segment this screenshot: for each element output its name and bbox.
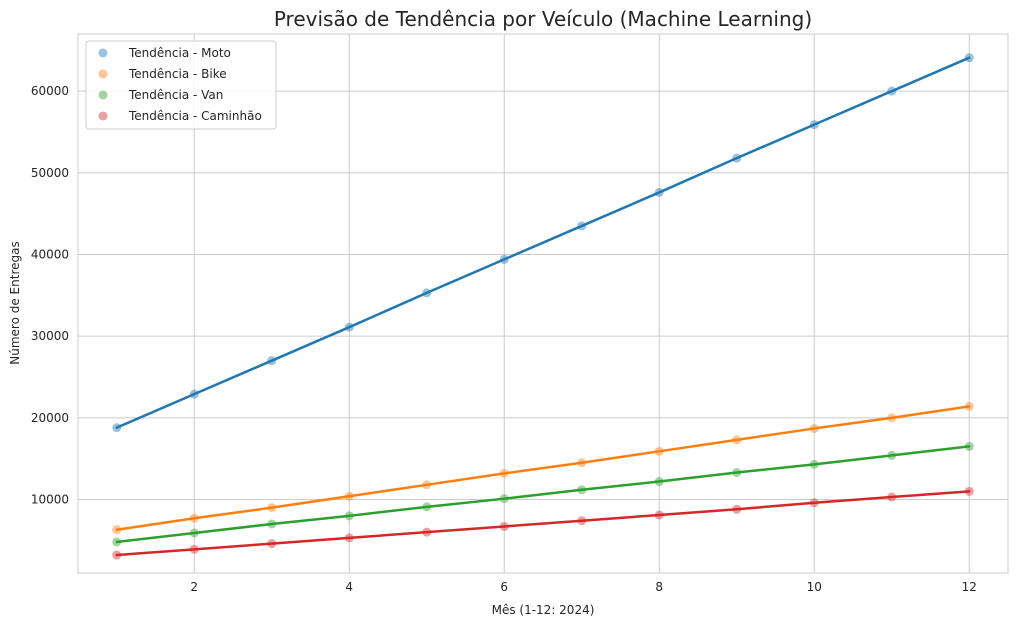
series-group [112, 486, 974, 560]
x-tick-label: 8 [655, 580, 663, 594]
legend-marker [98, 48, 108, 58]
x-tick-label: 2 [190, 580, 198, 594]
plot-frame [77, 33, 1009, 574]
y-axis-ticks: 10000 20000 30000 40000 50000 60000 [31, 84, 69, 506]
x-tick-label: 4 [345, 580, 353, 594]
y-tick-label: 40000 [31, 248, 69, 262]
series-layer [112, 53, 974, 560]
legend-label: Tendência - Moto [128, 46, 231, 60]
trend-line [115, 405, 971, 531]
y-tick-label: 50000 [31, 166, 69, 180]
trend-line [115, 490, 971, 557]
legend-marker [98, 90, 108, 100]
x-axis-ticks: 2 4 6 8 10 12 [190, 580, 976, 594]
x-tick-label: 10 [807, 580, 822, 594]
y-tick-label: 20000 [31, 411, 69, 425]
y-tick-label: 30000 [31, 329, 69, 343]
legend-label: Tendência - Van [128, 88, 223, 102]
x-axis-label: Mês (1-12: 2024) [492, 603, 595, 617]
chart-title: Previsão de Tendência por Veículo (Machi… [274, 7, 812, 31]
y-tick-label: 60000 [31, 84, 69, 98]
y-tick-label: 10000 [31, 493, 69, 507]
series-group [112, 53, 974, 433]
legend-label: Tendência - Bike [128, 67, 227, 81]
legend: Tendência - Moto Tendência - Bike Tendênci… [85, 40, 277, 130]
x-tick-label: 6 [500, 580, 508, 594]
legend-label: Tendência - Caminhão [128, 109, 262, 123]
legend-box [85, 40, 277, 130]
x-tick-label: 12 [962, 580, 977, 594]
trend-line [115, 56, 971, 429]
legend-marker [98, 69, 108, 79]
series-group [112, 401, 974, 535]
y-axis-label: Número de Entregas [8, 241, 22, 364]
series-group [112, 441, 974, 547]
legend-marker [98, 111, 108, 121]
trend-line [115, 445, 971, 544]
